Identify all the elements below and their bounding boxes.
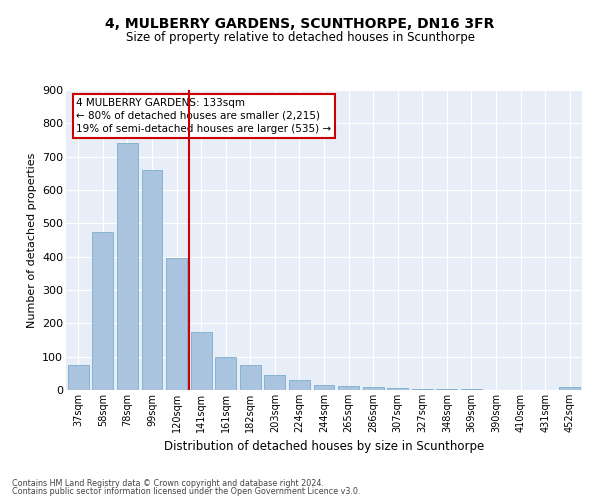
Text: Contains HM Land Registry data © Crown copyright and database right 2024.: Contains HM Land Registry data © Crown c… xyxy=(12,478,324,488)
Bar xyxy=(314,385,334,390)
Bar xyxy=(265,375,286,390)
Text: Contains public sector information licensed under the Open Government Licence v3: Contains public sector information licen… xyxy=(12,487,361,496)
Bar xyxy=(387,388,408,390)
Text: 4, MULBERRY GARDENS, SCUNTHORPE, DN16 3FR: 4, MULBERRY GARDENS, SCUNTHORPE, DN16 3F… xyxy=(106,18,494,32)
X-axis label: Distribution of detached houses by size in Scunthorpe: Distribution of detached houses by size … xyxy=(164,440,484,454)
Bar xyxy=(142,170,163,390)
Bar xyxy=(240,365,261,390)
Bar xyxy=(436,389,457,390)
Bar xyxy=(289,380,310,390)
Y-axis label: Number of detached properties: Number of detached properties xyxy=(26,152,37,328)
Text: 4 MULBERRY GARDENS: 133sqm
← 80% of detached houses are smaller (2,215)
19% of s: 4 MULBERRY GARDENS: 133sqm ← 80% of deta… xyxy=(76,98,331,134)
Bar xyxy=(412,389,433,390)
Bar xyxy=(338,386,359,390)
Bar xyxy=(68,365,89,390)
Bar xyxy=(166,258,187,390)
Bar xyxy=(191,332,212,390)
Bar xyxy=(215,356,236,390)
Bar xyxy=(362,386,383,390)
Bar xyxy=(92,232,113,390)
Bar xyxy=(559,388,580,390)
Text: Size of property relative to detached houses in Scunthorpe: Size of property relative to detached ho… xyxy=(125,31,475,44)
Bar xyxy=(117,144,138,390)
